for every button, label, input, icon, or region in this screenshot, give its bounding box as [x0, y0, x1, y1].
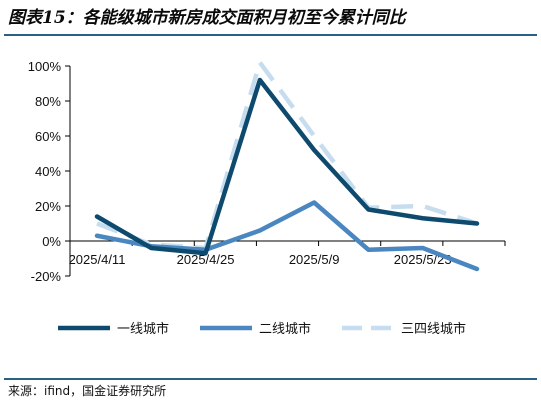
y-tick-label: 0%: [42, 234, 61, 249]
y-tick-label: 80%: [35, 94, 61, 109]
legend-label: 二线城市: [259, 321, 311, 337]
source-note: 来源：ifind，国金证券研究所: [8, 384, 167, 398]
x-tick-label: 2025/4/11: [69, 252, 126, 267]
x-tick-label: 2025/4/25: [177, 252, 235, 267]
x-tick-label: 2025/5/9: [289, 252, 340, 267]
series-line-0: [94, 77, 480, 256]
figure-title: 图表15：各能级城市新房成交面积月初至今累计同比: [8, 8, 406, 28]
y-tick-label: 60%: [35, 129, 61, 144]
legend: 一线城市 二线城市 三四线城市: [58, 321, 466, 337]
series-lines: [94, 60, 480, 272]
y-tick-label: 100%: [28, 59, 62, 74]
y-axis: -20% 0% 20% 40% 60% 80% 100%: [28, 59, 71, 284]
y-tick-label: 20%: [35, 199, 61, 214]
y-tick-label: 40%: [35, 164, 61, 179]
legend-label: 三四线城市: [401, 321, 466, 337]
y-tick-label: -20%: [31, 269, 62, 284]
title-divider: [4, 34, 537, 36]
series-line-2: [96, 60, 478, 251]
source-divider: [4, 378, 537, 380]
line-chart: -20% 0% 20% 40% 60% 80% 100% 2025/4/11 2025/4/2…: [28, 59, 506, 337]
legend-label: 一线城市: [117, 321, 169, 337]
